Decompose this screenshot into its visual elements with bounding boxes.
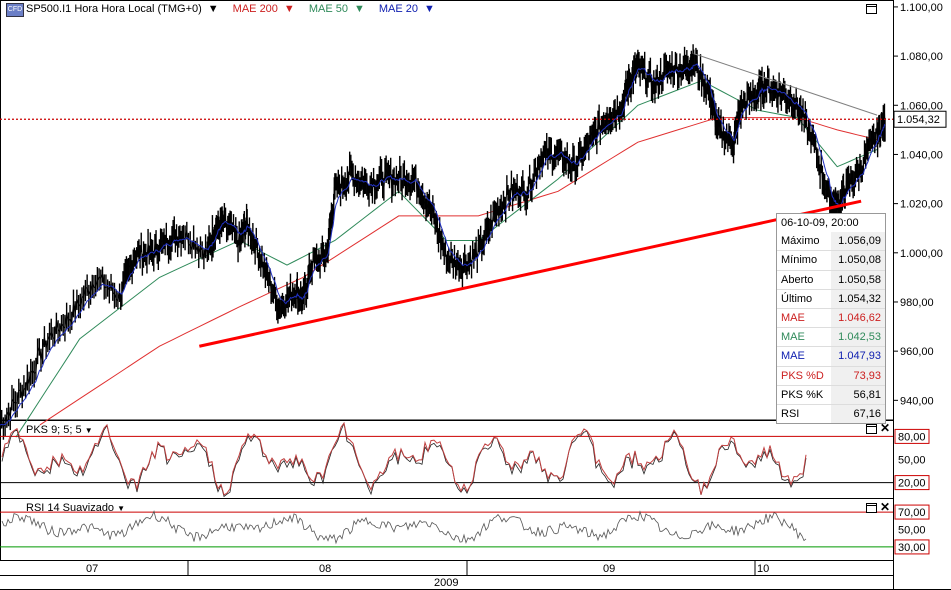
info-row-label: RSI (781, 407, 800, 420)
info-row-label: MAE (781, 312, 805, 325)
price-tick-label: 1.080,00 (900, 51, 943, 63)
info-row-value: 1.056,09 (831, 232, 885, 251)
info-row-label: Máximo (781, 235, 820, 248)
month-label: 08 (319, 563, 331, 575)
info-row-label: MAE (781, 350, 805, 363)
info-row-value: 56,81 (831, 385, 885, 404)
chart-header: SP500.I1 Hora Hora Local (TMG+0) ▼ MAE 20… (0, 0, 445, 18)
mae200-label[interactable]: MAE 200 (232, 3, 278, 15)
price-line (0, 52, 886, 429)
support-trendline (199, 199, 862, 348)
info-row: RSI 67,16 (777, 403, 885, 424)
rsi-dropdown-icon[interactable]: ▼ (117, 504, 126, 513)
price-tick-label: 1.000,00 (900, 248, 943, 260)
rsi-panel-label[interactable]: RSI 14 Suavizado ▼ (26, 502, 125, 514)
price-tick-label: 960,00 (900, 346, 934, 358)
rsi-level-label: 50,00 (898, 525, 926, 537)
pks-level-box (894, 475, 930, 491)
info-datetime-row: 06-10-09, 20:00 (777, 214, 885, 232)
last-price-box (893, 110, 947, 128)
info-row-label: PKS %K (781, 388, 824, 401)
info-row-value: 67,16 (831, 404, 885, 424)
last-price-label: 1.054,32 (897, 114, 940, 126)
info-row: MAE 1.047,93 (777, 346, 885, 366)
info-row: Aberto 1.050,58 (777, 269, 885, 289)
price-tick-label: 1.100,00 (900, 2, 943, 14)
pks-d-line (1, 421, 807, 496)
mae50-dropdown-icon[interactable]: ▼ (353, 3, 365, 15)
price-tick-label: 940,00 (900, 395, 934, 407)
info-box: 06-10-09, 20:00 Máximo 1.056,09 Mínimo 1.05… (776, 213, 886, 425)
info-row-value: 1.050,08 (831, 251, 885, 270)
rsi-level-box (894, 539, 930, 555)
year-label: 2009 (434, 577, 458, 589)
mae200-dropdown-icon[interactable]: ▼ (283, 3, 295, 15)
maximize-rsi-icon[interactable] (866, 503, 877, 513)
info-row-value: 1.054,32 (831, 289, 885, 308)
price-tick-label: 1.060,00 (900, 100, 943, 112)
mae50-label[interactable]: MAE 50 (308, 3, 348, 15)
info-row-label: MAE (781, 331, 805, 344)
info-row-value: 1.046,62 (831, 308, 885, 328)
main-frame (0, 0, 894, 421)
info-row: PKS %D 73,93 (777, 365, 885, 385)
info-datetime: 06-10-09, 20:00 (781, 217, 859, 230)
pks-label-text: PKS 9; 5; 5 (26, 424, 82, 436)
symbol-dropdown-icon[interactable]: ▼ (207, 3, 219, 15)
rsi-label-text: RSI 14 Suavizado (26, 502, 115, 514)
price-tick-label: 980,00 (900, 297, 934, 309)
info-row-label: PKS %D (781, 369, 824, 382)
month-label: 10 (757, 563, 769, 575)
mae20-label[interactable]: MAE 20 (378, 3, 418, 15)
info-row: MAE 1.042,53 (777, 327, 885, 347)
maximize-pks-icon[interactable] (866, 424, 877, 434)
pks-level-label: 80,00 (898, 431, 926, 443)
info-row-label: Aberto (781, 273, 814, 286)
info-row: MAE 1.046,62 (777, 307, 885, 328)
month-label: 07 (86, 563, 98, 575)
info-row-value: 1.047,93 (831, 347, 885, 366)
info-row-label: Mínimo (781, 254, 818, 267)
maximize-main-icon[interactable] (866, 4, 877, 14)
info-row-value: 73,93 (831, 366, 885, 385)
info-row-label: Último (781, 292, 813, 305)
rsi-level-label: 70,00 (898, 507, 926, 519)
month-label: 09 (603, 563, 615, 575)
info-row: Último 1.054,32 (777, 288, 885, 308)
info-row: Máximo 1.056,09 (777, 232, 885, 251)
pks-dropdown-icon[interactable]: ▼ (84, 426, 93, 435)
mae20-dropdown-icon[interactable]: ▼ (423, 3, 435, 15)
price-tick-label: 1.040,00 (900, 149, 943, 161)
close-pks-icon[interactable]: ✕ (880, 421, 891, 435)
pks-level-label: 20,00 (898, 478, 926, 490)
price-tick-label: 1.020,00 (900, 199, 943, 211)
rsi-frame (0, 498, 894, 561)
pks-panel-label[interactable]: PKS 9; 5; 5 ▼ (26, 424, 93, 436)
pks-frame (0, 420, 894, 499)
mae20-line (0, 63, 886, 426)
symbol-label[interactable]: SP500.I1 Hora Hora Local (TMG+0) (26, 3, 202, 15)
pks-level-label: 50,00 (898, 455, 926, 467)
close-rsi-icon[interactable]: ✕ (880, 500, 891, 514)
resistance-trendline (693, 53, 878, 116)
info-row: Mínimo 1.050,08 (777, 250, 885, 270)
cfd-logo-icon: CFD (6, 3, 24, 17)
rsi-level-box (894, 504, 930, 520)
rsi-line (1, 510, 807, 545)
info-row: PKS %K 56,81 (777, 384, 885, 404)
pks-level-box (894, 428, 930, 444)
rsi-level-label: 30,00 (898, 542, 926, 554)
info-row-value: 1.042,53 (831, 328, 885, 347)
info-row-value: 1.050,58 (831, 270, 885, 289)
